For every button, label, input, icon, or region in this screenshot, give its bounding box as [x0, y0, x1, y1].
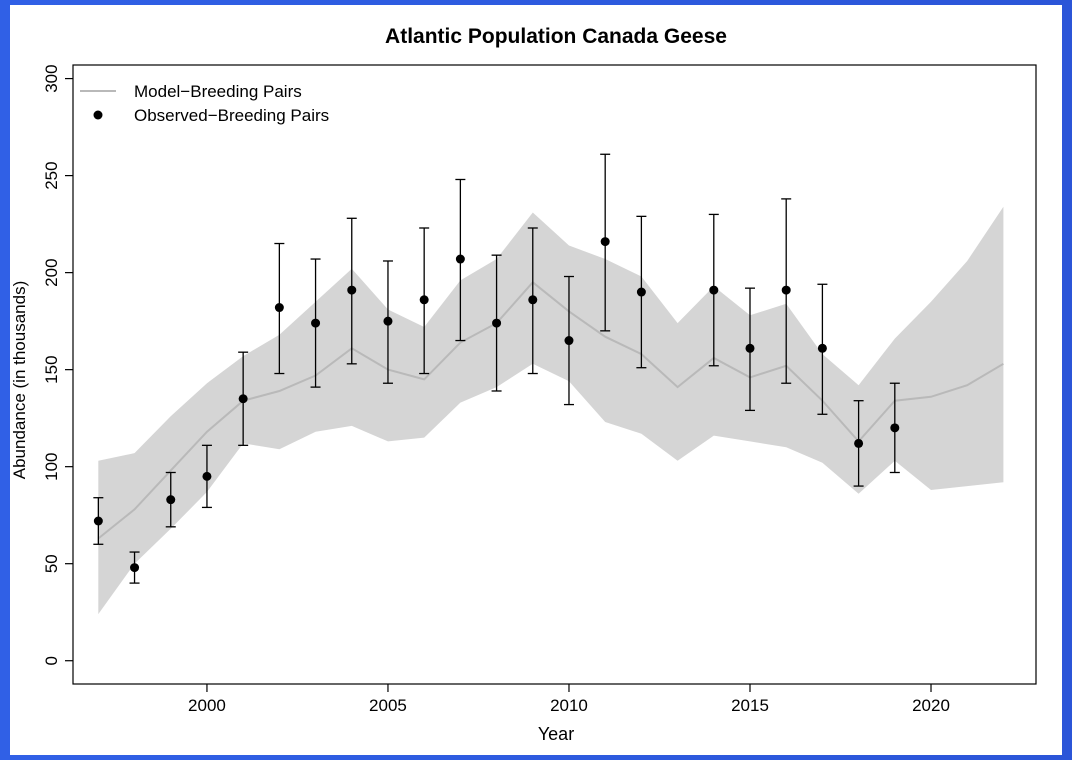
observed-point	[311, 318, 321, 328]
x-tick-label: 2010	[550, 696, 588, 715]
legend: Model−Breeding Pairs Observed−Breeding P…	[80, 82, 329, 125]
observed-point	[419, 295, 429, 305]
observed-point	[600, 237, 610, 247]
observed-point	[492, 318, 502, 328]
y-tick-label: 300	[42, 64, 61, 92]
y-tick-label: 50	[42, 554, 61, 573]
observed-point	[130, 563, 140, 573]
x-axis: 2000 2005 2010 2015 2020	[188, 684, 950, 715]
observed-point	[238, 394, 248, 404]
observed-point	[274, 303, 284, 313]
y-tick-label: 200	[42, 258, 61, 286]
observed-point	[709, 285, 719, 295]
x-tick-label: 2015	[731, 696, 769, 715]
chart: Atlantic Population Canada Geese 2000 200…	[10, 25, 1037, 744]
chart-title: Atlantic Population Canada Geese	[385, 25, 727, 48]
legend-observed-label: Observed−Breeding Pairs	[134, 106, 329, 125]
x-tick-label: 2000	[188, 696, 226, 715]
observed-point	[890, 423, 900, 433]
observed-point	[636, 287, 646, 297]
legend-model-label: Model−Breeding Pairs	[134, 82, 302, 101]
legend-observed-swatch	[93, 110, 103, 120]
x-tick-label: 2005	[369, 696, 407, 715]
observed-point	[854, 438, 864, 448]
model-line	[97, 280, 1004, 540]
y-axis-label: Abundance (in thousands)	[10, 281, 29, 479]
model-line-layer	[97, 280, 1004, 540]
y-tick-label: 250	[42, 161, 61, 189]
y-axis: 0 50 100 150 200 250 300	[42, 64, 73, 665]
observed-point	[202, 471, 212, 481]
observed-point	[166, 495, 176, 505]
y-tick-label: 100	[42, 452, 61, 480]
y-tick-label: 150	[42, 355, 61, 383]
observed-point	[745, 343, 755, 353]
model-confidence-band	[98, 206, 1004, 615]
observed-point-layer	[93, 237, 900, 573]
plot-frame	[72, 64, 1037, 685]
observed-point	[93, 516, 103, 526]
observed-point	[564, 336, 574, 346]
x-axis-label: Year	[538, 724, 574, 744]
chart-panel: Atlantic Population Canada Geese 2000 200…	[10, 5, 1062, 755]
confidence-band-layer	[98, 206, 1004, 615]
observed-point	[817, 343, 827, 353]
x-tick-label: 2020	[912, 696, 950, 715]
observed-point	[781, 285, 791, 295]
observed-point	[347, 285, 357, 295]
observed-point	[455, 254, 465, 264]
observed-point	[383, 316, 393, 326]
observed-point	[528, 295, 538, 305]
y-tick-label: 0	[42, 656, 61, 665]
